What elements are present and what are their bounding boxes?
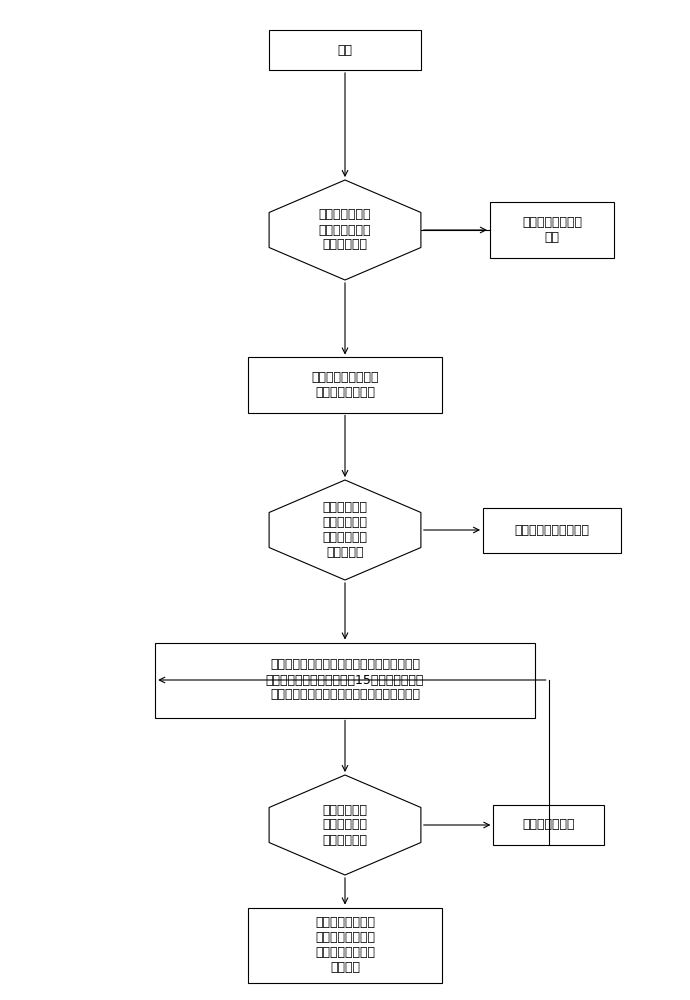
Polygon shape bbox=[269, 775, 421, 875]
FancyBboxPatch shape bbox=[248, 908, 442, 982]
Text: 当全部加热带退出
运行，温度超过启
动阀值后，控制器
停止工作: 当全部加热带退出 运行，温度超过启 动阀值后，控制器 停止工作 bbox=[315, 916, 375, 974]
FancyBboxPatch shape bbox=[490, 202, 614, 257]
Text: 控制器解除闭锁接受
气体压力报警信号: 控制器解除闭锁接受 气体压力报警信号 bbox=[311, 371, 379, 399]
Polygon shape bbox=[269, 180, 421, 280]
FancyBboxPatch shape bbox=[483, 508, 621, 552]
FancyBboxPatch shape bbox=[155, 642, 535, 717]
FancyBboxPatch shape bbox=[248, 357, 442, 412]
Text: 闭锁气体压力报警
信号: 闭锁气体压力报警 信号 bbox=[522, 216, 582, 244]
Text: 控制器不发出动作信号: 控制器不发出动作信号 bbox=[515, 524, 589, 536]
Text: 控制器判断气
体密度继电器
是否有发出压
力报警信号: 控制器判断气 体密度继电器 是否有发出压 力报警信号 bbox=[322, 501, 368, 559]
Text: 投入一组加热带，同时读取温度值取均值后存
入记忆存储单元，然后每隔15分钟测量一次外
界温度，与存入记忆存储单元的温度进行比较: 投入一组加热带，同时读取温度值取均值后存 入记忆存储单元，然后每隔15分钟测量一… bbox=[266, 658, 424, 702]
Polygon shape bbox=[269, 480, 421, 580]
FancyBboxPatch shape bbox=[493, 805, 604, 845]
Text: 控制器检测罐式
断路器温度是否
达到启动阀值: 控制器检测罐式 断路器温度是否 达到启动阀值 bbox=[319, 209, 371, 251]
FancyBboxPatch shape bbox=[269, 30, 421, 70]
Text: 退出一组加热带: 退出一组加热带 bbox=[522, 818, 575, 832]
Text: 判断外界温度
是否连续高于
存储的温度值: 判断外界温度 是否连续高于 存储的温度值 bbox=[322, 804, 368, 846]
Text: 开始: 开始 bbox=[337, 43, 353, 56]
